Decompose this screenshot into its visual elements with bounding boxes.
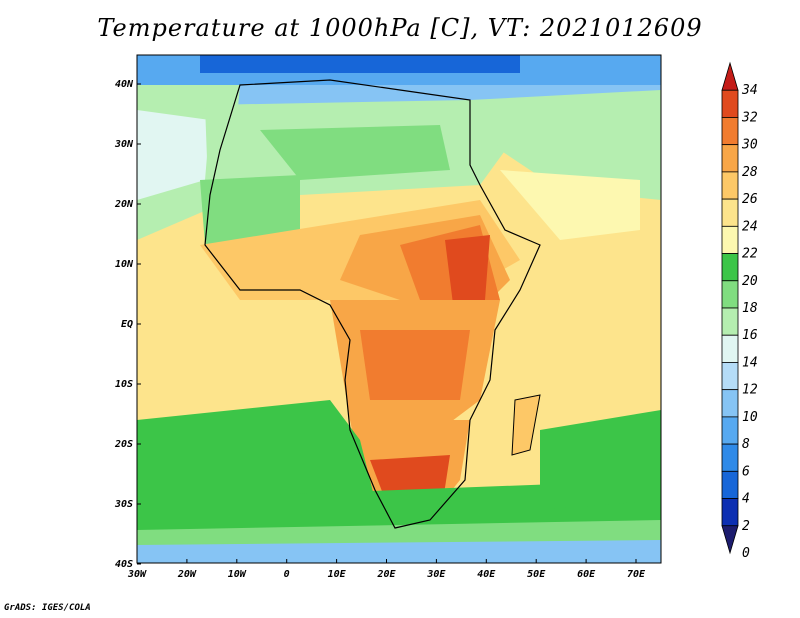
- lat-tick-label: 10N: [115, 259, 134, 270]
- colorbar-label: 24: [742, 219, 758, 234]
- colorbar-label: 22: [742, 247, 758, 262]
- lon-tick-label: 0: [284, 569, 290, 580]
- colorbar-label: 30: [741, 138, 758, 153]
- colorbar-segment: [721, 171, 739, 200]
- colorbar-segment: [721, 89, 739, 118]
- lon-tick-label: 20E: [376, 569, 396, 580]
- lat-tick-label: 10S: [115, 379, 133, 390]
- colorbar-segment: [721, 307, 739, 336]
- credit-label: GrADS: IGES/COLA: [4, 603, 91, 613]
- longitude-ticks: 30W 20W 10W 0 10E 20E 30E 40E 50E 60E 70E: [127, 559, 646, 580]
- colorbar-label: 16: [742, 328, 758, 343]
- lat-tick-label: 30S: [114, 499, 133, 510]
- lon-tick-label: 40E: [477, 569, 496, 580]
- colorbar-segment: [721, 498, 739, 527]
- colorbar-segment: [721, 198, 739, 227]
- lon-tick-label: 30E: [426, 569, 446, 580]
- colorbar-segment: [721, 144, 739, 173]
- lon-tick-label: 20W: [177, 569, 197, 580]
- lon-tick-label: 50E: [527, 569, 546, 580]
- colorbar-segment: [721, 362, 739, 391]
- lat-tick-label: 30N: [114, 139, 134, 150]
- colorbar-label: 34: [741, 83, 758, 98]
- colorbar-segment: [721, 280, 739, 309]
- map-frame: [136, 54, 662, 564]
- colorbar-segment: [721, 334, 739, 363]
- colorbar-segment: [721, 443, 739, 472]
- colorbar-segment: [721, 416, 739, 445]
- colorbar-segment: [721, 225, 739, 254]
- colorbar-segment: [721, 470, 739, 499]
- colorbar-label: 8: [742, 437, 750, 452]
- map-title: Temperature at 1000hPa [C], VT: 20210126…: [97, 14, 703, 42]
- colorbar-label: 18: [742, 301, 758, 316]
- lat-tick-label: EQ: [121, 319, 133, 330]
- lon-tick-label: 10E: [328, 569, 347, 580]
- lon-tick-label: 60E: [577, 569, 596, 580]
- colorbar-segment: [721, 253, 739, 282]
- colorbar-label: 20: [742, 274, 758, 289]
- colorbar-label: 26: [742, 192, 758, 207]
- colorbar-segment: [721, 389, 739, 418]
- latitude-ticks: 40N 30N 20N 10N EQ 10S 20S 30S 40S: [114, 79, 141, 570]
- madagascar-outline: [511, 394, 541, 456]
- colorbar-label: 4: [742, 492, 750, 507]
- colorbar-label: 32: [741, 110, 758, 125]
- lat-tick-label: 20N: [114, 199, 134, 210]
- lat-tick-label: 40S: [115, 559, 133, 570]
- colorbar-label: 6: [742, 464, 750, 479]
- colorbar-segment: [721, 61, 739, 91]
- colorbar-label: 2: [742, 519, 750, 534]
- colorbar-label: 14: [742, 355, 758, 370]
- lon-tick-label: 10W: [228, 569, 247, 580]
- colorbar-label: 0: [742, 546, 750, 561]
- lon-tick-label: 70E: [627, 569, 646, 580]
- colorbar-segment: [721, 525, 739, 555]
- colorbar-label: 28: [742, 165, 758, 180]
- lat-tick-label: 20S: [114, 439, 133, 450]
- colorbar-label: 10: [742, 410, 758, 425]
- colorbar-label: 12: [742, 383, 758, 398]
- lat-tick-label: 40N: [115, 79, 134, 90]
- colorbar-segment: [721, 117, 739, 146]
- coastline: [204, 79, 541, 529]
- lon-tick-label: 30W: [127, 569, 147, 580]
- temperature-field: [137, 55, 661, 563]
